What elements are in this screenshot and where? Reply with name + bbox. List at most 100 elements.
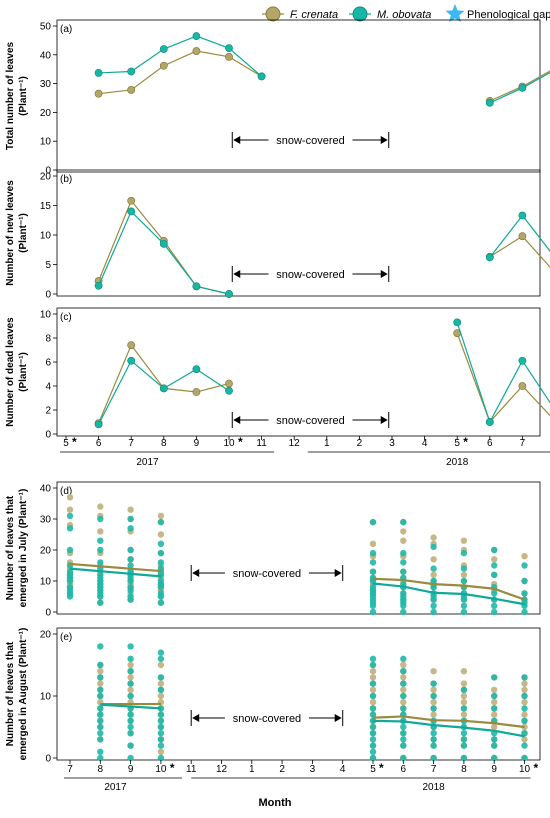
scatter-point xyxy=(97,705,104,712)
y-tick-label: 20 xyxy=(40,172,52,183)
scatter-point xyxy=(521,577,528,585)
scatter-point xyxy=(157,748,165,755)
data-point xyxy=(127,356,136,365)
scatter-point xyxy=(127,643,134,650)
scatter-point xyxy=(66,593,74,600)
scatter-point xyxy=(460,602,468,609)
scatter-point xyxy=(157,692,165,700)
x-tick-label: 1 xyxy=(249,764,255,775)
data-point xyxy=(127,67,136,76)
x-tick-label: 10 xyxy=(519,764,531,775)
panel-label: (c) xyxy=(60,312,72,323)
scatter-point xyxy=(460,577,468,585)
plot-frame xyxy=(56,307,541,437)
scatter-point xyxy=(369,674,377,681)
scatter-point xyxy=(400,559,407,566)
snow-covered-label: snow-covered xyxy=(276,135,344,147)
scatter-point xyxy=(430,565,437,572)
scatter-point xyxy=(430,711,437,718)
panel-5: (e) 0 10 20 Number of leaves that emerged in … xyxy=(5,627,541,793)
scatter-point xyxy=(521,742,528,749)
data-point xyxy=(485,98,494,107)
scatter-point xyxy=(521,686,528,693)
scatter-point xyxy=(400,655,407,662)
plot-frame xyxy=(56,169,541,297)
x-tick-label: 8 xyxy=(461,764,467,775)
data-point xyxy=(192,32,201,40)
scatter-point xyxy=(127,686,134,693)
trend-line xyxy=(372,715,525,729)
scatter-point xyxy=(460,692,468,700)
scatter-point xyxy=(97,503,104,510)
x-tick-label: 10 xyxy=(223,438,235,449)
trend-line xyxy=(372,582,525,606)
scatter-point xyxy=(491,674,498,681)
scatter-point xyxy=(400,602,407,609)
scatter-point xyxy=(521,705,528,712)
scatter-point xyxy=(127,674,134,681)
scatter-point xyxy=(460,680,468,687)
scatter-point xyxy=(400,674,407,681)
scatter-point xyxy=(521,553,528,560)
data-point xyxy=(225,379,233,388)
scatter-point xyxy=(97,711,104,718)
gap-star-icon: * xyxy=(238,435,243,449)
scatter-point xyxy=(491,692,498,700)
x-tick-label: 2 xyxy=(357,438,363,449)
scatter-point xyxy=(97,692,104,700)
scatter-point xyxy=(97,717,104,724)
scatter-point xyxy=(491,556,498,563)
scatter-point xyxy=(430,571,437,578)
scatter-point xyxy=(66,512,74,520)
scatter-point xyxy=(127,717,134,724)
snow-arrowhead-left xyxy=(192,714,200,722)
y-tick-label: 20 xyxy=(40,108,52,119)
data-point xyxy=(485,418,494,426)
legend: F. crenata M. obovata Phenological gaps xyxy=(262,4,550,22)
panel-label: (e) xyxy=(60,632,72,643)
scatter-point xyxy=(66,577,74,585)
scatter-point xyxy=(460,668,468,675)
scatter-point xyxy=(369,742,377,749)
scatter-point xyxy=(157,661,165,669)
scatter-point xyxy=(521,717,528,724)
scatter-point xyxy=(157,512,165,520)
y-tick-label: 40 xyxy=(40,50,52,61)
scatter-point xyxy=(400,668,407,675)
y-tick-label: 0 xyxy=(45,608,51,619)
x-tick-label: 5 xyxy=(63,438,69,449)
scatter-point xyxy=(127,506,134,513)
x-tick-label: 1 xyxy=(324,438,330,449)
scatter-point xyxy=(369,686,377,693)
x-tick-label: 6 xyxy=(96,438,102,449)
panel-4: (d) 0 10 20 30 40 Number of leaves that emerged… xyxy=(5,481,541,619)
scatter-point xyxy=(400,730,407,737)
panel-label: (b) xyxy=(60,174,72,185)
scatter-point xyxy=(157,518,165,526)
scatter-point xyxy=(127,562,134,569)
scatter-point xyxy=(157,723,165,731)
plot-frame xyxy=(56,627,541,761)
data-point xyxy=(518,382,527,390)
x-tick-label: 7 xyxy=(431,764,437,775)
series-m-obovata xyxy=(94,32,550,107)
snow-covered-label: snow-covered xyxy=(276,415,344,427)
series-line xyxy=(489,235,550,269)
data-point xyxy=(159,239,168,248)
x-tick-label: 8 xyxy=(161,438,167,449)
year-label: 2018 xyxy=(422,782,445,793)
y-tick-label: 30 xyxy=(40,515,52,526)
scatter-point xyxy=(400,692,407,700)
legend-marker-f-crenata xyxy=(265,6,281,22)
scatter-point xyxy=(460,730,468,737)
data-point xyxy=(518,211,527,220)
scatter-point xyxy=(491,754,498,762)
scatter-point xyxy=(157,584,165,591)
x-tick-label: 9 xyxy=(194,438,200,449)
data-point xyxy=(159,61,168,70)
scatter-point xyxy=(157,686,165,693)
series-line xyxy=(98,344,230,424)
trend-line xyxy=(69,562,161,573)
x-tick-label: 10 xyxy=(155,764,167,775)
